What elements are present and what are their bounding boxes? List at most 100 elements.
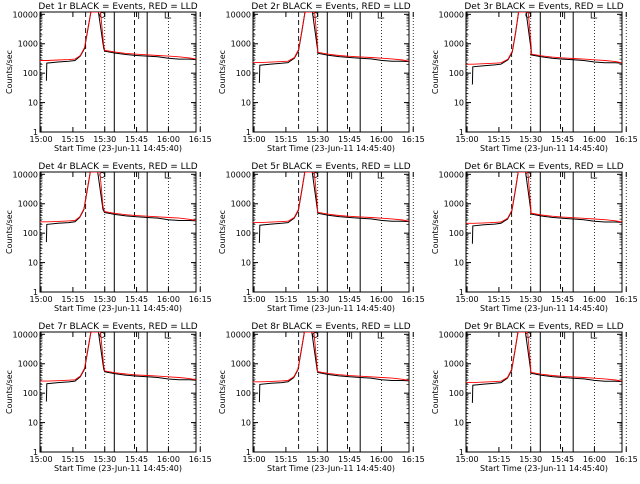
x-axis-label: Start Time (23-Jun-11 14:45:40) xyxy=(54,464,182,473)
panel-6: Det 6r BLACK = Events, RED = LLD 1 10 100 10… xyxy=(431,162,638,313)
y-tick-label: 10000 xyxy=(13,170,38,179)
x-tick-label: 15:45 xyxy=(125,455,148,464)
x-axis-label: Start Time (23-Jun-11 14:45:40) xyxy=(267,144,395,153)
x-tick-label: 15:15 xyxy=(61,295,84,304)
y-tick-label: 1000 xyxy=(444,200,464,209)
x-axis-label: Start Time (23-Jun-11 14:45:40) xyxy=(480,144,608,153)
x-tick-label: 15:45 xyxy=(551,295,574,304)
x-tick-label: 15:00 xyxy=(243,455,266,464)
y-tick-label: 10000 xyxy=(226,10,251,19)
series-events-line xyxy=(258,12,409,83)
series-lld-line xyxy=(40,12,196,61)
circle-marker xyxy=(312,332,318,338)
y-tick-label: 10000 xyxy=(13,330,38,339)
x-tick-label: 15:30 xyxy=(306,295,329,304)
x-tick-label: 15:30 xyxy=(306,135,329,144)
plot-frame xyxy=(465,171,623,293)
series-events-line xyxy=(471,12,622,85)
panel-title: Det 4r BLACK = Events, RED = LLD xyxy=(38,162,197,172)
y-axis-label: Counts/sec xyxy=(218,50,227,94)
y-tick-label: 1000 xyxy=(444,40,464,49)
plot-frame xyxy=(39,11,197,133)
circle-marker xyxy=(312,172,318,178)
x-tick-label: 15:00 xyxy=(243,295,266,304)
series-lld-line xyxy=(466,332,622,384)
y-tick-label: 100 xyxy=(449,69,464,78)
y-tick-label: 10000 xyxy=(226,170,251,179)
y-tick-label: 1 xyxy=(33,128,38,137)
x-tick-label: 15:15 xyxy=(274,455,297,464)
y-tick-label: 10000 xyxy=(439,10,464,19)
bracket-marker xyxy=(164,172,172,179)
x-tick-label: 15:00 xyxy=(30,295,53,304)
panel-7: Det 7r BLACK = Events, RED = LLD 1 10 100 10… xyxy=(5,322,212,473)
series-events-line xyxy=(45,12,196,81)
y-tick-label: 1000 xyxy=(231,200,251,209)
y-axis-label: Counts/sec xyxy=(5,50,14,94)
x-axis-label: Start Time (23-Jun-11 14:45:40) xyxy=(480,304,608,313)
panel-title: Det 2r BLACK = Events, RED = LLD xyxy=(251,2,410,12)
x-tick-label: 15:15 xyxy=(61,135,84,144)
x-axis-label: Start Time (23-Jun-11 14:45:40) xyxy=(267,464,395,473)
x-tick-label: 16:15 xyxy=(615,135,638,144)
x-axis-label: Start Time (23-Jun-11 14:45:40) xyxy=(54,304,182,313)
x-tick-label: 15:15 xyxy=(487,295,510,304)
plot-frame xyxy=(39,171,197,293)
y-tick-label: 100 xyxy=(236,389,251,398)
y-tick-label: 10 xyxy=(241,419,251,428)
x-tick-label: 16:00 xyxy=(157,455,180,464)
y-axis-label: Counts/sec xyxy=(5,210,14,254)
x-tick-label: 16:15 xyxy=(402,455,425,464)
plot-frame xyxy=(465,11,623,133)
series-events-line xyxy=(258,172,409,243)
x-tick-label: 15:45 xyxy=(125,295,148,304)
panel-9: Det 9r BLACK = Events, RED = LLD 1 10 100 10… xyxy=(431,322,638,473)
y-tick-label: 100 xyxy=(449,229,464,238)
bracket-marker xyxy=(590,12,598,19)
y-tick-label: 10 xyxy=(454,259,464,268)
y-tick-label: 10 xyxy=(28,99,38,108)
x-axis-label: Start Time (23-Jun-11 14:45:40) xyxy=(480,464,608,473)
x-tick-label: 16:00 xyxy=(370,295,393,304)
x-tick-label: 16:15 xyxy=(615,455,638,464)
bracket-marker xyxy=(164,332,172,339)
x-tick-label: 16:15 xyxy=(189,295,212,304)
series-events-line xyxy=(258,332,409,403)
x-tick-label: 15:45 xyxy=(338,135,361,144)
x-axis-label: Start Time (23-Jun-11 14:45:40) xyxy=(267,304,395,313)
x-tick-label: 15:15 xyxy=(274,295,297,304)
y-axis-label: Counts/sec xyxy=(218,210,227,254)
plot-frame xyxy=(39,331,197,453)
x-tick-label: 15:30 xyxy=(93,135,116,144)
bracket-marker xyxy=(377,332,385,339)
y-tick-label: 1 xyxy=(459,448,464,457)
x-tick-label: 15:45 xyxy=(551,135,574,144)
y-tick-label: 1 xyxy=(33,448,38,457)
series-events-line xyxy=(471,172,622,244)
x-tick-label: 15:30 xyxy=(519,135,542,144)
series-events-line xyxy=(471,332,622,403)
series-events-line xyxy=(45,332,196,402)
series-lld-line xyxy=(253,172,409,224)
x-tick-label: 15:30 xyxy=(519,455,542,464)
x-axis-label: Start Time (23-Jun-11 14:45:40) xyxy=(54,144,182,153)
x-tick-label: 16:00 xyxy=(583,455,606,464)
x-tick-label: 16:00 xyxy=(157,135,180,144)
x-tick-label: 15:30 xyxy=(306,455,329,464)
bracket-marker xyxy=(377,12,385,19)
panel-title: Det 7r BLACK = Events, RED = LLD xyxy=(38,322,197,332)
x-tick-label: 16:00 xyxy=(370,455,393,464)
series-lld-line xyxy=(40,332,196,382)
bracket-marker xyxy=(164,12,172,19)
y-tick-label: 1000 xyxy=(18,40,38,49)
panel-title: Det 5r BLACK = Events, RED = LLD xyxy=(251,162,410,172)
x-tick-label: 16:00 xyxy=(583,295,606,304)
x-tick-label: 16:15 xyxy=(189,455,212,464)
x-tick-label: 15:45 xyxy=(125,135,148,144)
x-tick-label: 16:00 xyxy=(370,135,393,144)
y-tick-label: 1 xyxy=(246,448,251,457)
y-tick-label: 1000 xyxy=(18,360,38,369)
y-tick-label: 10 xyxy=(28,259,38,268)
x-tick-label: 15:45 xyxy=(551,455,574,464)
